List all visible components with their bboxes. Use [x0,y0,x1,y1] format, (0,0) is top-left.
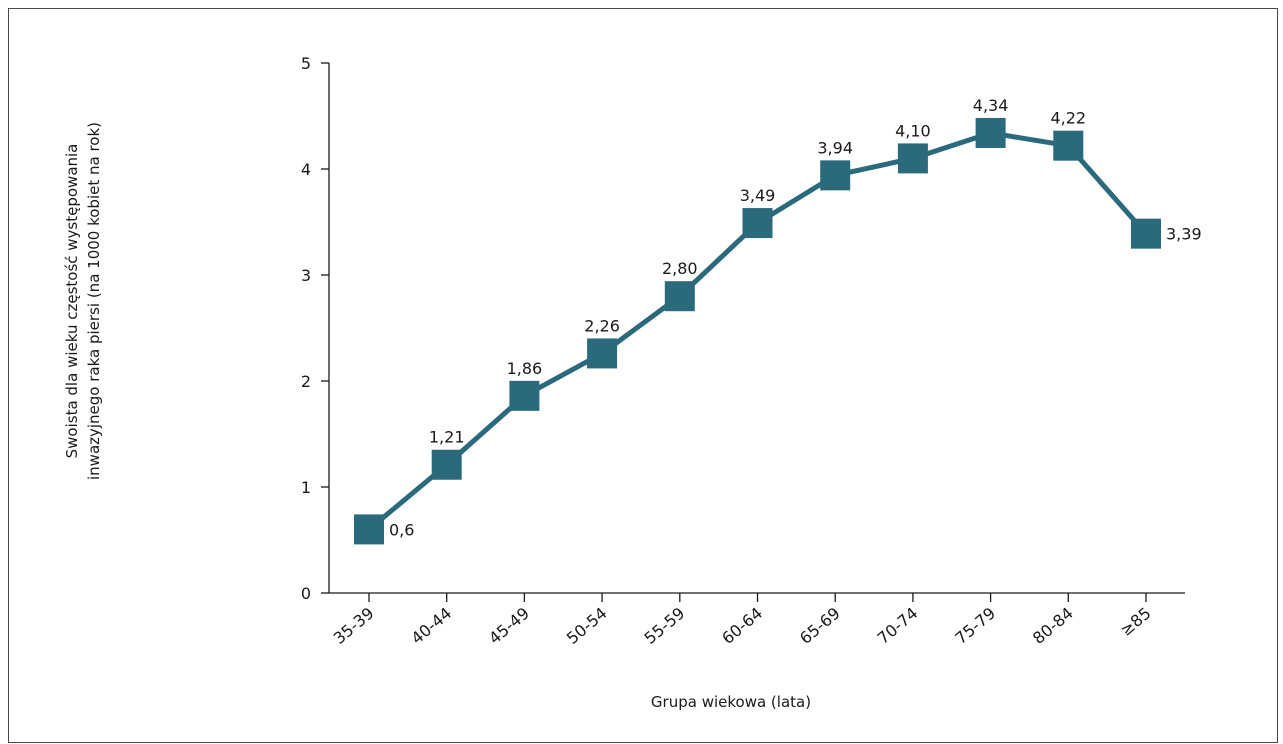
y-tick-label: 4 [301,160,311,179]
data-label: 3,94 [817,138,853,157]
data-label: 2,80 [662,259,698,278]
data-labels: 0,6 1,21 1,86 2,26 2,80 3,49 3,94 4,10 4,34 4,22 3… [389,96,1202,539]
data-label: 0,6 [389,520,414,539]
y-axis-title-line-1: Swoista dla wieku częstość występowania [63,144,81,459]
x-tick-label: 65-69 [796,604,844,648]
chart-svg: Swoista dla wieku częstość występowania … [63,54,1202,711]
data-point-marker [431,449,462,480]
x-tick-label: 35-39 [330,604,378,648]
data-point-marker [587,338,618,369]
data-point-marker [742,208,773,239]
y-tick-label: 1 [301,478,311,497]
y-tick-label: 3 [301,266,311,285]
x-tick-label: 75-79 [951,604,999,648]
data-point-marker [975,117,1006,148]
data-point-marker [820,160,851,191]
data-label: 1,21 [429,428,465,447]
data-label: 1,86 [507,359,543,378]
data-point-marker [1053,130,1084,161]
data-label: 4,34 [973,96,1009,115]
x-tick-label: ≥85 [1116,604,1154,640]
data-point-marker [509,380,540,411]
x-tick-label: 45-49 [485,604,533,648]
data-point-marker [354,514,384,545]
data-label: 2,26 [584,316,620,335]
data-label: 3,39 [1166,225,1202,244]
data-label: 4,22 [1050,109,1086,128]
series-markers [354,117,1161,545]
x-tick-label: 55-59 [641,604,689,648]
x-axis-title: Grupa wiekowa (lata) [651,693,811,711]
data-point-marker [897,143,928,174]
y-tick-label: 2 [301,372,311,391]
x-tick-label: 80-84 [1029,604,1077,648]
y-axis-title: Swoista dla wieku częstość występowania … [63,122,103,480]
data-label: 4,10 [895,121,931,140]
data-point-marker [664,281,695,312]
chart-frame: Swoista dla wieku częstość występowania … [8,8,1278,743]
y-tick-label: 0 [301,584,311,603]
data-label: 3,49 [740,186,776,205]
x-tick-label: 40-44 [407,604,455,648]
data-point-marker [1131,218,1161,249]
x-tick-label: 70-74 [874,604,922,648]
y-axis-title-line-2: inwazyjnego raka piersi (na 1000 kobiet … [85,122,103,480]
y-tick-label: 5 [301,54,311,73]
x-tick-label: 50-54 [563,604,611,648]
x-tick-label: 60-64 [718,604,766,648]
